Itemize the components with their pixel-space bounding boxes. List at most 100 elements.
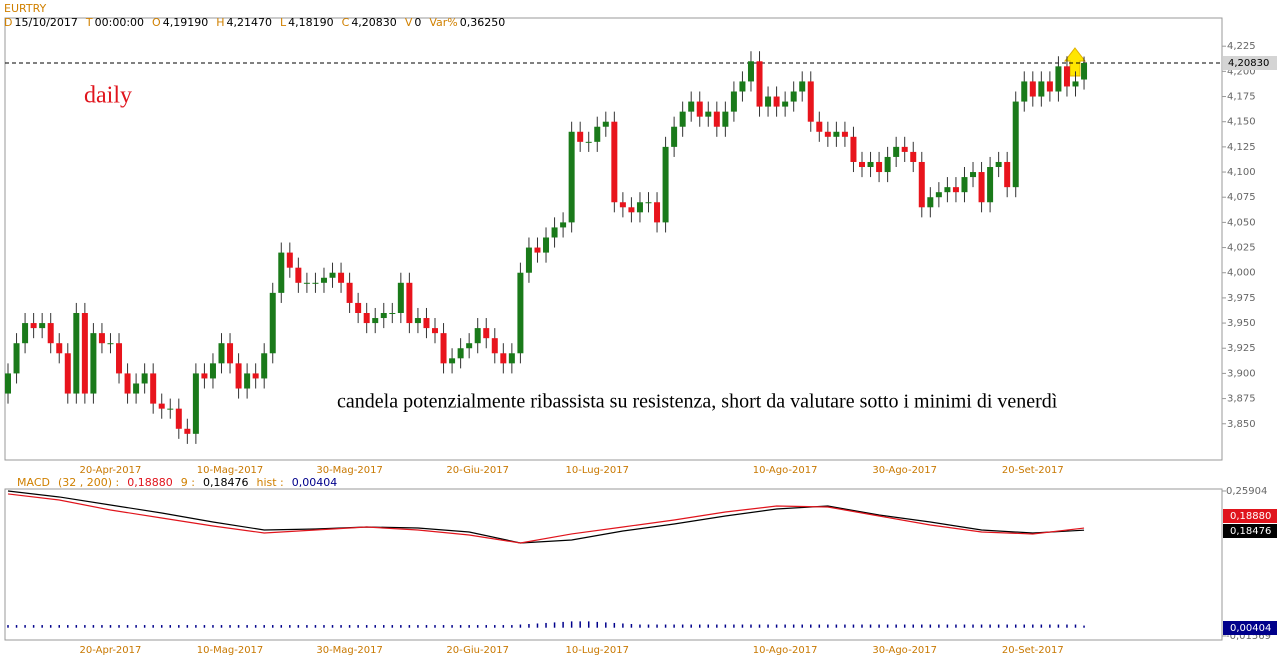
candle-body: [141, 373, 148, 384]
candle-body: [363, 313, 370, 324]
hist-bar: [41, 625, 43, 628]
header-key: Var%: [429, 16, 458, 29]
hist-bar: [314, 625, 317, 628]
candle-body: [824, 131, 831, 137]
hist-bar: [289, 625, 291, 628]
candle-body: [722, 111, 729, 127]
hist-bar: [929, 624, 932, 628]
candle-body: [98, 333, 105, 344]
candle-body: [440, 333, 447, 364]
candle-body: [192, 373, 199, 434]
y-tick-label: 0,25904: [1226, 486, 1267, 497]
hist-bar: [331, 625, 334, 628]
last-price-box: [1223, 56, 1277, 71]
candle-body: [286, 252, 293, 268]
candle-body: [483, 328, 490, 339]
hist-bar: [741, 624, 744, 628]
hist-bar: [15, 625, 18, 628]
hist-bar: [869, 624, 872, 628]
macd-panel: [4, 488, 1223, 641]
hist-bar: [681, 624, 684, 628]
value-box: [1223, 509, 1277, 523]
candle-body: [636, 202, 643, 213]
candle-body: [696, 101, 703, 117]
hist-bar: [425, 625, 428, 628]
hist-bar: [989, 624, 991, 628]
symbol: EURTRY: [4, 2, 47, 15]
hist-bar: [75, 625, 78, 628]
macd-line: [7, 490, 1085, 544]
y-tick-label: 4,050: [1227, 217, 1256, 228]
candle-body: [30, 323, 37, 329]
hist-bar: [442, 625, 445, 628]
legend-value: 0,00404: [291, 476, 338, 489]
hist-bar: [109, 625, 112, 628]
value-box-label: 0,18476: [1230, 526, 1271, 537]
hist-bar: [946, 624, 949, 628]
candle-body: [432, 328, 438, 334]
y-tick-label: 4,175: [1227, 92, 1256, 103]
candle-body: [782, 101, 789, 107]
macd-legend: MACD (32 , 200) : 0,18880 9 : 0,18476 hi…: [17, 476, 337, 489]
hist-bar: [903, 624, 906, 628]
hist-bar: [596, 621, 599, 628]
header-key: L: [279, 16, 287, 29]
y-tick-label: 4,200: [1227, 66, 1256, 77]
y-tick-label: 4,000: [1227, 268, 1256, 279]
hist-bar: [32, 625, 35, 628]
x-tick-label: 20-Set-2017: [1002, 645, 1064, 656]
hist-bar: [767, 624, 769, 628]
candle-body: [184, 428, 191, 434]
hist-bar: [92, 625, 95, 628]
hist-bar: [391, 625, 394, 628]
hist-bar: [468, 625, 470, 628]
hist-bar: [1032, 624, 1034, 628]
x-tick-label: 20-Set-2017: [1002, 465, 1064, 476]
header-value: 4,19190: [162, 16, 209, 29]
y-tick-label: 3,925: [1227, 343, 1256, 354]
hist-bar: [58, 625, 60, 628]
candle-body: [577, 131, 584, 142]
candle-body: [585, 141, 592, 143]
hist-bar: [49, 625, 52, 628]
y-tick-label: 3,950: [1227, 318, 1256, 329]
candle-body: [355, 302, 362, 314]
candle-body: [978, 172, 985, 203]
hist-bar: [417, 625, 419, 628]
candle-body: [201, 373, 208, 379]
hist-bar: [733, 624, 735, 628]
candle-body: [970, 172, 977, 178]
candle-body: [500, 353, 507, 364]
candle-body: [64, 353, 71, 394]
header-key: T: [85, 16, 93, 29]
y-tick-label: 4,125: [1227, 142, 1256, 153]
y-tick-label: 4,025: [1227, 243, 1256, 254]
candle-body: [1081, 63, 1088, 80]
legend-entry: hist :: [256, 476, 284, 489]
hist-bar: [24, 625, 26, 628]
hist-bar: [229, 625, 231, 628]
header-key: O: [152, 16, 161, 29]
candle-body: [13, 343, 20, 374]
hist-bar: [169, 625, 172, 628]
candle-body: [22, 323, 29, 344]
y-tick-label: 4,225: [1227, 41, 1256, 52]
hist-bar: [784, 624, 786, 628]
hist-bar: [810, 624, 812, 628]
candle-body: [423, 318, 430, 329]
candle-body: [671, 126, 678, 147]
candle-body: [901, 146, 908, 152]
hist-bar: [459, 625, 462, 628]
candle-body: [406, 282, 413, 324]
hist-bar: [118, 625, 120, 628]
candle-body: [338, 272, 345, 283]
hist-bar: [579, 621, 581, 628]
hist-bar: [827, 624, 829, 628]
candle-body: [474, 328, 481, 344]
hist-bar: [357, 625, 359, 628]
candle-body: [252, 373, 259, 379]
macd-params: (32 , 200) :: [57, 476, 120, 489]
hist-bar: [323, 625, 325, 628]
hist-bar: [246, 625, 248, 628]
hist-bar: [178, 625, 180, 628]
